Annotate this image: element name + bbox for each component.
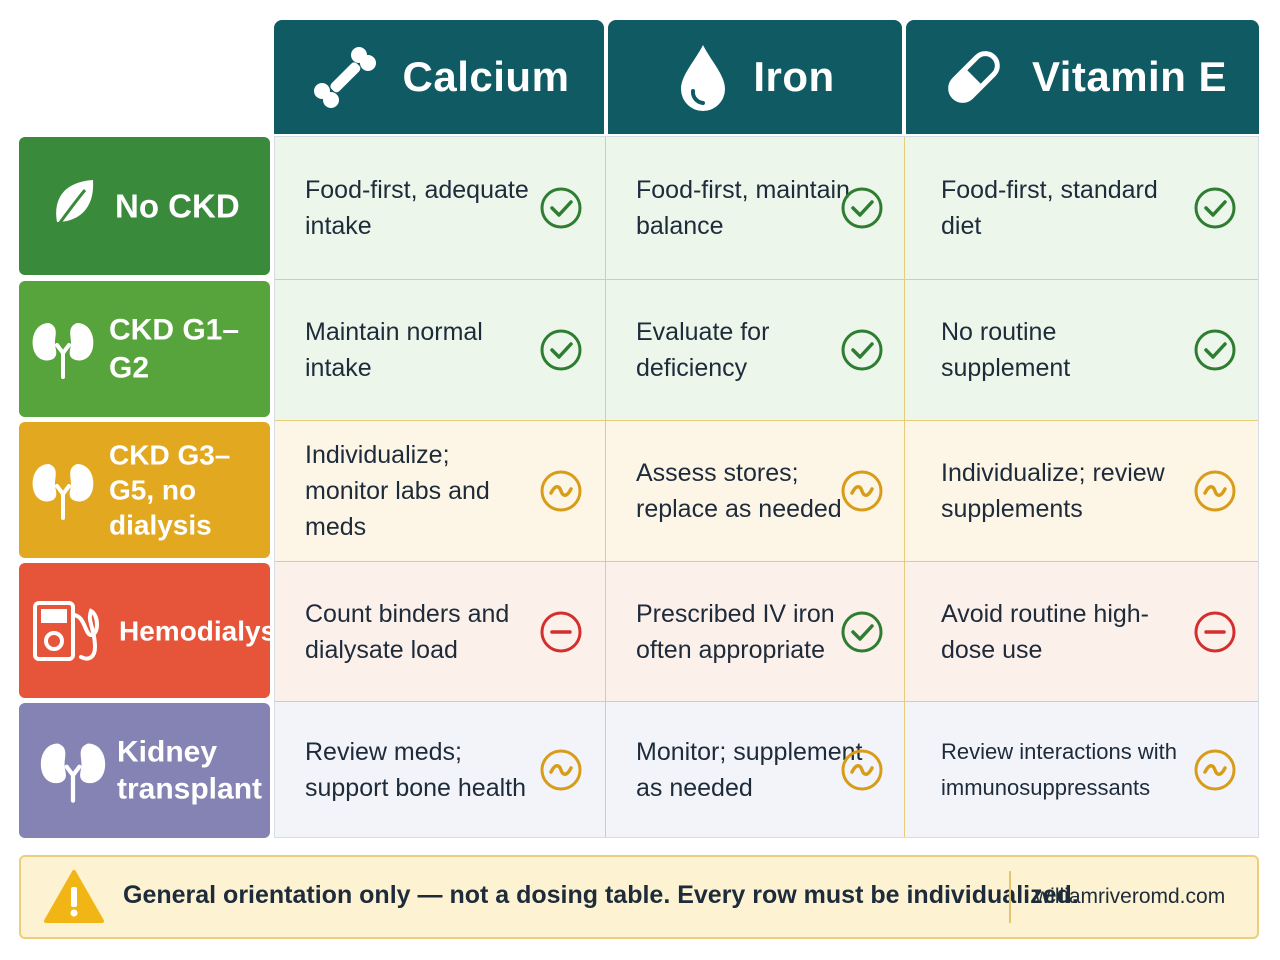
footer-website: williamriveromd.com xyxy=(1035,885,1226,908)
column-header-iron: Iron xyxy=(608,20,902,134)
check-circle-icon xyxy=(540,329,582,371)
cell-text: Maintain normal intake xyxy=(305,318,483,382)
cell-text: Individualize; review supplements xyxy=(941,459,1165,523)
kidney-icon xyxy=(40,742,106,803)
grid-cell: Avoid routine high-dose use xyxy=(905,562,1258,702)
minus-circle-icon xyxy=(1194,611,1236,652)
grid-cell: Prescribed IV iron often appropriate xyxy=(606,562,905,702)
recommendation-grid: Food-first, adequate intake Food-first, … xyxy=(274,136,1259,838)
grid-cell: Count binders and dialysate load xyxy=(275,562,606,702)
caution-circle-icon xyxy=(540,470,582,512)
column-label: Calcium xyxy=(402,53,570,100)
column-header-vitamin-e: Vitamin E xyxy=(906,20,1259,134)
check-circle-icon xyxy=(1194,187,1236,229)
column-label: Iron xyxy=(753,53,835,100)
leaf-icon xyxy=(51,180,94,233)
caution-circle-icon xyxy=(1194,470,1236,512)
row-label-kidney-transplant: Kidney transplant xyxy=(19,703,270,838)
row-label-text: No CKD xyxy=(115,187,240,225)
grid-cell: Evaluate for deficiency xyxy=(606,280,905,421)
row-label-ckd-g1-g2: CKD G1–G2 xyxy=(19,281,270,417)
grid-cell: No routine supplement xyxy=(905,280,1258,421)
cell-text: Review interactions with immunosuppressa… xyxy=(941,738,1177,800)
cell-text: Individualize; monitor labs and meds xyxy=(305,441,490,541)
grid-cell: Food-first, adequate intake xyxy=(275,137,606,280)
footer-divider xyxy=(1009,871,1011,923)
grid-cell: Food-first, maintain balance xyxy=(606,137,905,280)
cell-text: Assess stores; replace as needed xyxy=(636,459,842,523)
check-circle-icon xyxy=(1194,329,1236,371)
cell-text: Count binders and dialysate load xyxy=(305,599,510,664)
cell-text: Monitor; supplement as needed xyxy=(636,737,863,802)
cell-text: Food-first, adequate intake xyxy=(305,176,529,240)
row-label-text: Kidney transplant xyxy=(117,735,263,806)
check-circle-icon xyxy=(841,187,883,229)
grid-cell: Food-first, standard diet xyxy=(905,137,1258,280)
column-header-calcium: Calcium xyxy=(274,20,604,134)
grid-cell: Individualize; monitor labs and meds xyxy=(275,421,606,562)
footer-disclaimer: General orientation only — not a dosing … xyxy=(123,881,1079,909)
caution-circle-icon xyxy=(1194,749,1236,790)
check-circle-icon xyxy=(841,611,883,652)
grid-cell: Assess stores; replace as needed xyxy=(606,421,905,562)
droplet-icon xyxy=(681,45,726,111)
caution-circle-icon xyxy=(540,749,582,790)
bone-icon xyxy=(313,47,376,108)
caution-circle-icon xyxy=(841,470,883,512)
grid-cell: Individualize; review supplements xyxy=(905,421,1258,562)
kidney-icon xyxy=(32,323,94,379)
check-circle-icon xyxy=(540,187,582,229)
cell-text: Review meds; support bone health xyxy=(305,737,527,802)
row-label-hemodialysis: Hemodialysis xyxy=(19,563,300,698)
row-label-text: CKD G1–G2 xyxy=(109,313,240,385)
capsule-icon xyxy=(948,51,1000,103)
footer-note-bar: General orientation only — not a dosing … xyxy=(19,855,1259,939)
cell-text: Avoid routine high-dose use xyxy=(941,599,1150,664)
row-label-no-ckd: No CKD xyxy=(19,137,270,275)
caution-circle-icon xyxy=(841,749,883,790)
cell-text: Evaluate for deficiency xyxy=(636,318,770,382)
check-circle-icon xyxy=(841,329,883,371)
cell-text: Food-first, maintain balance xyxy=(636,176,850,240)
cell-text: No routine supplement xyxy=(941,318,1071,382)
column-label: Vitamin E xyxy=(1031,53,1228,100)
warning-icon xyxy=(44,870,104,923)
row-label-text: Hemodialysis xyxy=(119,615,300,646)
dialysis-machine-icon xyxy=(33,600,99,661)
kidney-icon xyxy=(32,464,94,520)
row-label-text: CKD G3–G5, no dialysis xyxy=(109,439,231,541)
row-label-ckd-g3-g5: CKD G3–G5, no dialysis xyxy=(19,422,270,558)
cell-text: Prescribed IV iron often appropriate xyxy=(636,599,835,664)
grid-cell: Maintain normal intake xyxy=(275,280,606,421)
grid-cell: Review meds; support bone health xyxy=(275,702,606,837)
grid-cell: Monitor; supplement as needed xyxy=(606,702,905,837)
grid-cell: Review interactions with immunosuppressa… xyxy=(905,702,1258,837)
minus-circle-icon xyxy=(540,611,582,652)
cell-text: Food-first, standard diet xyxy=(941,176,1158,240)
